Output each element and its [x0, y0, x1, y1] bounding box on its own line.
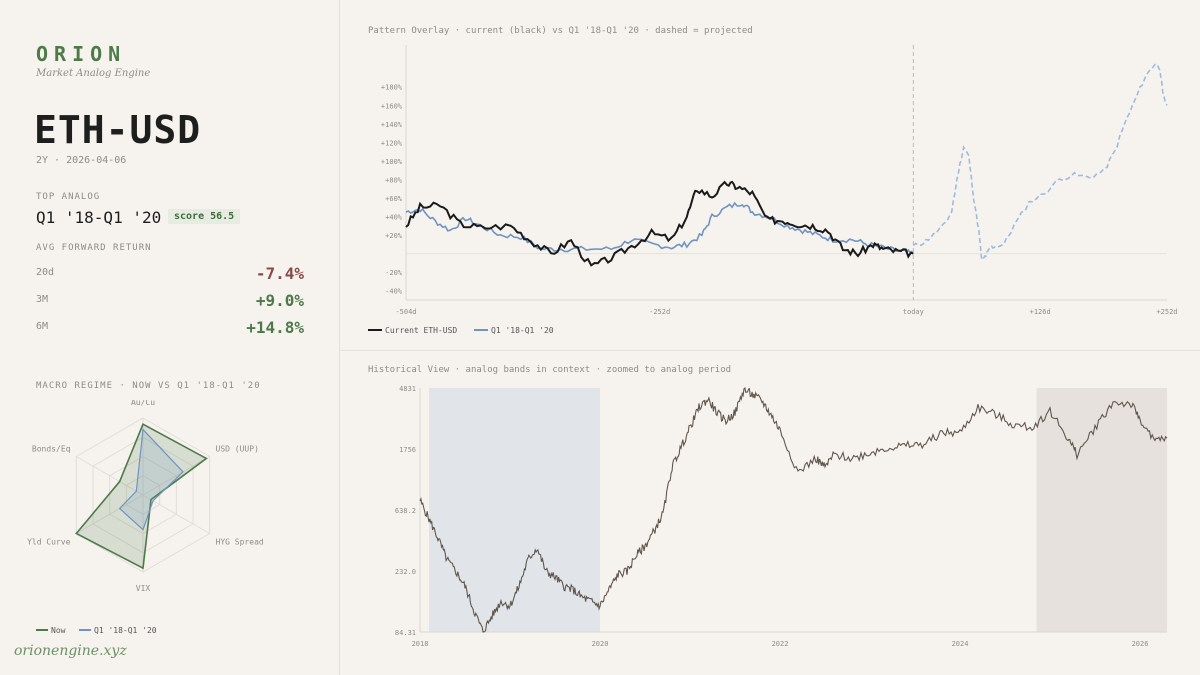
radar-spoke	[76, 494, 144, 534]
macro-radar-chart: Au/Cu USD (UUP) HYG Spread VIX Yld Curve Bond…	[27, 400, 264, 593]
radar-spoke	[142, 456, 210, 496]
overlay-y-tick: +180%	[381, 84, 403, 92]
hist-series-price	[419, 386, 1168, 633]
radar-axis-label: Yld Curve	[27, 538, 71, 547]
forward-row-6m: 6M +14.8%	[36, 318, 304, 338]
hist-x-tick: 2024	[952, 640, 969, 648]
analog-band	[1036, 388, 1167, 632]
radar-axis-label: USD (UUP)	[216, 445, 259, 454]
forward-return-label: AVG FORWARD RETURN	[36, 243, 152, 253]
forward-row-key: 6M	[36, 321, 49, 332]
overlay-x-tick: +252d	[1156, 308, 1177, 316]
overlay-x-tick: -504d	[395, 308, 416, 316]
radar-axis-label: Bonds/Eq	[32, 445, 71, 454]
overlay-series-analog	[405, 201, 914, 255]
forward-row-value: -7.4%	[255, 264, 304, 283]
radar-spoke	[142, 494, 210, 534]
overlay-y-tick: +120%	[381, 139, 403, 147]
sidebar: ORION Market Analog Engine ETH-USD 2Y · …	[0, 0, 340, 675]
overlay-y-tick: +80%	[385, 176, 403, 184]
hist-y-tick: 638.2	[395, 507, 416, 515]
overlay-y-tick: +20%	[385, 232, 403, 240]
legend-current-swatch	[368, 329, 382, 331]
charts-area: Pattern Overlay · current (black) vs Q1 …	[341, 0, 1200, 675]
overlay-series-current	[405, 180, 914, 267]
analog-band	[429, 388, 600, 632]
legend-analog-overlay: Q1 '18-Q1 '20	[491, 326, 554, 335]
overlay-x-tick: -252d	[649, 308, 670, 316]
asset-meta: 2Y · 2026-04-06	[36, 155, 127, 166]
radar-axis-label: VIX	[136, 584, 151, 593]
forward-row-3m: 3M +9.0%	[36, 291, 304, 311]
brand-logo: ORION	[36, 42, 127, 66]
hist-x-tick: 2018	[412, 640, 429, 648]
score-badge: score 56.5	[168, 209, 241, 224]
legend-analog-overlay-swatch	[474, 329, 488, 331]
legend-analog-swatch	[79, 629, 91, 631]
legend-current: Current ETH-USD	[385, 326, 458, 335]
radar-axis-label: HYG Spread	[216, 538, 264, 547]
radar-series-analog	[118, 428, 184, 531]
forward-row-20d: 20d -7.4%	[36, 264, 304, 284]
overlay-y-tick: -40%	[385, 288, 403, 296]
hist-x-tick: 2022	[772, 640, 789, 648]
forward-row-key: 20d	[36, 267, 55, 278]
legend-now-swatch	[36, 629, 48, 631]
hist-y-tick: 84.31	[395, 629, 416, 637]
forward-row-key: 3M	[36, 294, 49, 305]
radar-spoke	[76, 456, 144, 496]
historical-chart: 4831 1756 638.2 232.0 84.31 2018 2020 2022 2024 2…	[395, 385, 1168, 648]
overlay-y-tick: +40%	[385, 214, 403, 222]
overlay-x-tick: today	[903, 308, 924, 316]
hist-x-tick: 2026	[1132, 640, 1149, 648]
overlay-y-tick: +60%	[385, 195, 403, 203]
historical-title: Historical View · analog bands in contex…	[368, 365, 732, 375]
forward-row-value: +14.8%	[246, 318, 304, 337]
overlay-y-tick: +100%	[381, 158, 403, 166]
radar-series-now	[75, 423, 208, 570]
overlay-x-tick: +126d	[1030, 308, 1051, 316]
legend-analog: Q1 '18-Q1 '20	[94, 626, 157, 635]
hist-y-tick: 1756	[399, 446, 416, 454]
pattern-overlay-chart: +180% +160% +140% +120% +100% +80% +60% +40% +20…	[381, 45, 1178, 316]
top-analog-name: Q1 '18-Q1 '20	[36, 208, 162, 227]
overlay-title: Pattern Overlay · current (black) vs Q1 …	[368, 26, 753, 36]
site-link[interactable]: orionengine.xyz	[14, 643, 127, 659]
overlay-y-tick: +160%	[381, 102, 403, 110]
panel-divider	[341, 350, 1200, 351]
overlay-y-tick: -20%	[385, 269, 403, 277]
forward-row-value: +9.0%	[255, 291, 304, 310]
overlay-y-tick: +140%	[381, 121, 403, 129]
asset-ticker: ETH-USD	[34, 108, 202, 152]
brand-tagline: Market Analog Engine	[36, 68, 151, 79]
radar-title: MACRO REGIME · NOW VS Q1 '18-Q1 '20	[36, 381, 261, 391]
legend-now: Now	[51, 626, 66, 635]
hist-x-tick: 2020	[592, 640, 609, 648]
hist-y-tick: 232.0	[395, 568, 416, 576]
top-analog-label: TOP ANALOG	[36, 192, 101, 202]
hist-y-tick: 4831	[399, 385, 416, 393]
radar-axis-label: Au/Cu	[131, 400, 155, 407]
overlay-series-projected	[912, 63, 1168, 262]
